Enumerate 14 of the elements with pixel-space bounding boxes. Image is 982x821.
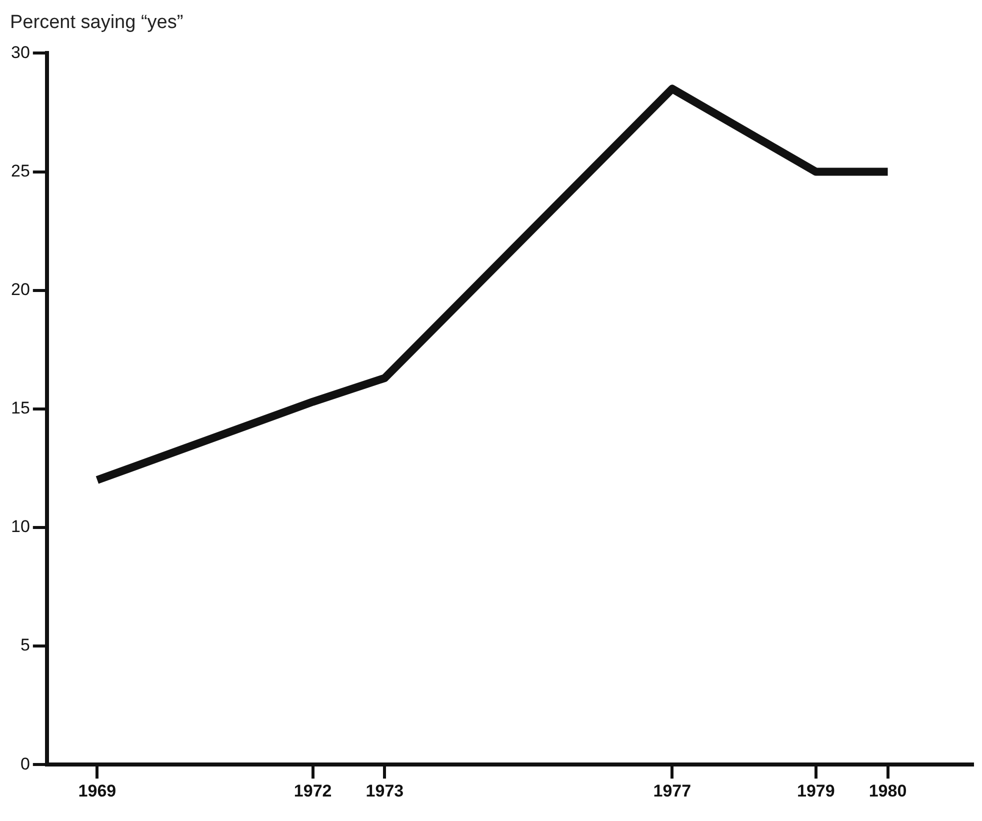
x-tick-label: 1977 xyxy=(653,781,692,800)
x-tick-label: 1980 xyxy=(868,781,907,800)
y-tick-label: 10 xyxy=(10,517,30,536)
y-tick-label: 25 xyxy=(10,161,30,180)
y-tick-label: 20 xyxy=(10,280,30,300)
y-tick-label: 5 xyxy=(20,636,30,655)
x-tick-label: 1969 xyxy=(78,781,116,800)
x-tick-label: 1972 xyxy=(294,781,332,800)
x-tick-label: 1973 xyxy=(366,781,404,800)
y-tick-label: 0 xyxy=(20,754,30,774)
y-axis-title: Percent saying “yes” xyxy=(9,11,184,35)
y-tick-label: 30 xyxy=(10,42,30,62)
x-tick-label: 1979 xyxy=(796,781,835,800)
y-tick-label: 15 xyxy=(10,398,30,418)
